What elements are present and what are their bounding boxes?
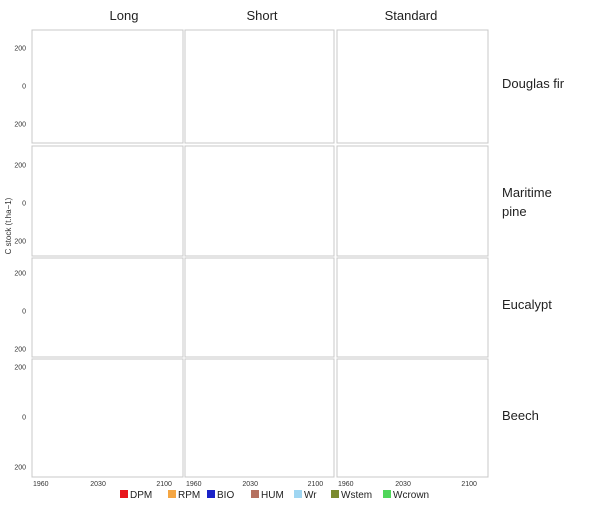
y-tick-label: 200: [14, 122, 26, 129]
y-axis-label: C stock (t.ha−1): [4, 197, 13, 254]
panels: 200 0 200 200 0 200 200 0 200 200 0 200: [14, 30, 488, 477]
panel-beech-long: 200 0 200: [14, 359, 183, 477]
column-headers: Long Short Standard: [110, 8, 438, 23]
y-tick-label: 200: [14, 163, 26, 170]
row-header-beech: Beech: [502, 408, 539, 423]
x-tick-label: 2030: [90, 481, 106, 488]
y-tick-label: 200: [14, 465, 26, 472]
panel-frame: [32, 146, 183, 256]
panel-eucalypt-short: [185, 258, 334, 357]
y-tick-label: 200: [14, 239, 26, 246]
x-tick-label: 1960: [186, 481, 202, 488]
legend-swatch: [294, 490, 302, 498]
legend-item-hum: HUM: [251, 490, 284, 501]
legend-label: DPM: [130, 490, 152, 501]
y-tick-label: 0: [22, 84, 26, 91]
legend-item-bio: BIO: [207, 490, 234, 501]
y-tick-label: 200: [14, 271, 26, 278]
panel-frame: [337, 359, 488, 477]
legend-swatch: [251, 490, 259, 498]
legend-label: RPM: [178, 490, 200, 501]
legend-label: Wcrown: [393, 490, 429, 501]
panel-beech-standard: [337, 359, 488, 477]
legend-swatch: [383, 490, 391, 498]
x-tick-label: 2030: [242, 481, 258, 488]
panel-frame: [337, 258, 488, 357]
panel-eucalypt-long: 200 0 200: [14, 258, 183, 357]
panel-frame: [32, 30, 183, 143]
panel-douglas-fir-long: 200 0 200: [14, 30, 183, 143]
legend-item-dpm: DPM: [120, 490, 152, 501]
y-tick-label: 0: [22, 201, 26, 208]
panel-frame: [32, 359, 183, 477]
legend-item-wstem: Wstem: [331, 490, 372, 501]
panel-maritime-pine-short: [185, 146, 334, 256]
column-header-standard: Standard: [385, 8, 438, 23]
panel-frame: [337, 146, 488, 256]
panel-frame: [185, 258, 334, 357]
legend-swatch: [120, 490, 128, 498]
x-tick-label: 1960: [338, 481, 354, 488]
panel-eucalypt-standard: [337, 258, 488, 357]
y-tick-label: 200: [14, 347, 26, 354]
panel-maritime-pine-standard: [337, 146, 488, 256]
panel-maritime-pine-long: 200 0 200: [14, 146, 183, 256]
legend-label: Wr: [304, 490, 317, 501]
panel-frame: [337, 30, 488, 143]
y-tick-label: 200: [14, 365, 26, 372]
legend: DPM RPM BIO HUM Wr Wstem Wcrown: [120, 490, 429, 501]
legend-item-wr: Wr: [294, 490, 317, 501]
x-tick-label: 1960: [33, 481, 49, 488]
row-header-eucalypt: Eucalypt: [502, 297, 552, 312]
legend-swatch: [168, 490, 176, 498]
panel-frame: [185, 30, 334, 143]
panel-beech-short: [185, 359, 334, 477]
column-header-long: Long: [110, 8, 139, 23]
panel-douglas-fir-standard: [337, 30, 488, 143]
y-tick-label: 200: [14, 46, 26, 53]
x-tick-label: 2100: [308, 481, 324, 488]
row-header-douglas-fir: Douglas fir: [502, 76, 565, 91]
column-header-short: Short: [246, 8, 277, 23]
legend-label: BIO: [217, 490, 234, 501]
legend-label: Wstem: [341, 490, 372, 501]
legend-item-rpm: RPM: [168, 490, 200, 501]
panel-frame: [185, 359, 334, 477]
x-tick-label: 2100: [156, 481, 172, 488]
panel-frame: [32, 258, 183, 357]
panel-frame: [185, 146, 334, 256]
x-ticks: 1960 2030 2100 1960 2030 2100 1960 2030 2100: [33, 481, 477, 488]
panel-douglas-fir-short: [185, 30, 334, 143]
y-tick-label: 0: [22, 415, 26, 422]
x-tick-label: 2100: [461, 481, 477, 488]
legend-swatch: [331, 490, 339, 498]
x-tick-label: 2030: [395, 481, 411, 488]
legend-swatch: [207, 490, 215, 498]
legend-label: HUM: [261, 490, 284, 501]
legend-item-wcrown: Wcrown: [383, 490, 429, 501]
y-tick-label: 0: [22, 309, 26, 316]
